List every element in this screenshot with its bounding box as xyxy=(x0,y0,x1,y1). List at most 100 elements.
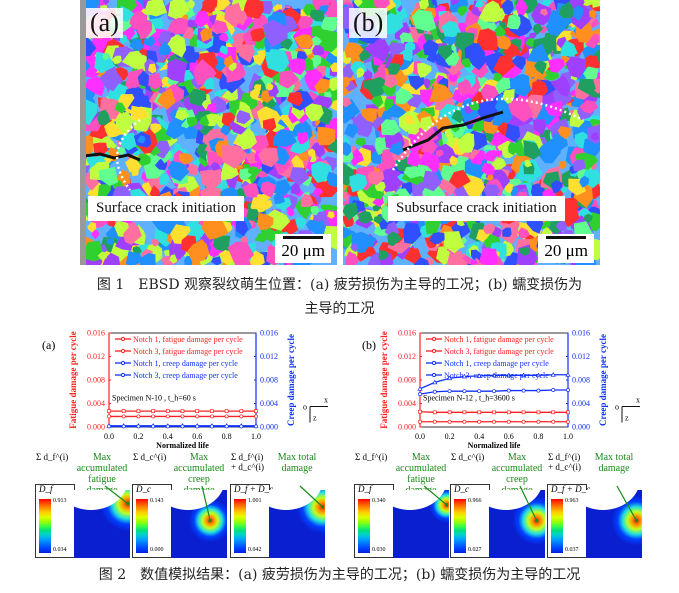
grain xyxy=(591,0,600,8)
right-tick-label: 0.008 xyxy=(260,376,278,385)
grain xyxy=(111,55,122,65)
left-tick-label: 0.000 xyxy=(398,423,416,432)
contour-subpanel: Σ d_f^(i) Max accumulated fatigue damage… xyxy=(352,452,449,562)
left-tick-label: 0.012 xyxy=(87,352,105,361)
grain xyxy=(232,10,248,26)
x-tick-label: 0.4 xyxy=(163,432,173,441)
right-tick-label: 0.004 xyxy=(572,399,590,408)
grain xyxy=(313,188,324,197)
data-point xyxy=(492,419,496,424)
damage-plot-a: (a) 0.000 0.000 0.004 0.004 0.008 0.008 0.012 0.… xyxy=(42,329,328,450)
legend-min-value: 0.037 xyxy=(565,547,579,553)
grain xyxy=(210,256,222,265)
ebsd-map-a: (a) Surface crack initiation 20 μm xyxy=(80,0,337,265)
grain xyxy=(492,102,513,128)
grain xyxy=(583,66,599,81)
grain xyxy=(123,225,142,245)
grain xyxy=(287,91,303,107)
grain xyxy=(119,5,135,22)
grain xyxy=(480,84,499,102)
data-point xyxy=(520,372,527,378)
grain xyxy=(450,0,460,6)
grain xyxy=(456,132,475,153)
data-point xyxy=(254,414,258,419)
grain xyxy=(411,9,437,32)
grain xyxy=(309,9,325,22)
grain xyxy=(167,17,188,35)
grain xyxy=(97,180,112,199)
grain xyxy=(247,166,258,176)
grain xyxy=(496,85,504,95)
data-point xyxy=(418,419,422,424)
left-tick-label: 0.008 xyxy=(87,376,105,385)
grain xyxy=(201,215,229,240)
damage-contour-plot xyxy=(586,490,642,558)
axis-x-letter: x xyxy=(636,395,640,404)
right-tick-label: 0.012 xyxy=(260,352,278,361)
legend-denominator: D_f xyxy=(358,484,372,494)
grain xyxy=(481,163,495,176)
grain xyxy=(250,26,265,42)
grain xyxy=(202,0,218,14)
grain xyxy=(87,222,97,233)
grain xyxy=(374,0,390,9)
grain xyxy=(477,28,498,51)
legend-denominator: D_f xyxy=(39,484,53,494)
grain xyxy=(435,149,444,157)
grain xyxy=(297,16,313,29)
grain xyxy=(143,36,156,47)
contour-legend: D_c 0.143 0.000 xyxy=(132,484,172,558)
legend-entry: Notch 3, fatigue damage per cycle xyxy=(133,347,243,356)
grain xyxy=(389,141,404,156)
grain xyxy=(501,0,514,15)
left-tick-label: 0.012 xyxy=(398,352,416,361)
grain xyxy=(554,75,571,98)
grain xyxy=(154,140,171,159)
axis-origin-letter: o xyxy=(615,402,619,411)
grain xyxy=(457,220,465,227)
grain xyxy=(219,45,228,55)
grain xyxy=(366,76,387,98)
grain xyxy=(106,238,115,245)
legend-marker xyxy=(120,372,126,378)
grain xyxy=(408,122,420,135)
grain xyxy=(448,73,458,82)
contour-subpanel: Σ d_f^(i) + d_c^(i) Max total damage D_f… xyxy=(545,452,642,562)
grain xyxy=(343,226,353,239)
legend-denominator: D_f + D_c xyxy=(234,484,274,494)
grain xyxy=(395,87,414,105)
grain xyxy=(344,123,359,139)
grain xyxy=(509,13,533,37)
grain xyxy=(360,108,377,123)
color-scale xyxy=(551,499,563,553)
legend-marker xyxy=(120,336,126,342)
grain xyxy=(572,5,584,21)
grain xyxy=(297,132,309,145)
data-point xyxy=(506,372,512,378)
crack xyxy=(83,152,141,162)
grain xyxy=(423,39,439,56)
panel-tag-a: (a) xyxy=(86,8,123,38)
grain xyxy=(368,39,391,63)
grain xyxy=(414,124,439,143)
data-point xyxy=(477,419,482,424)
grain xyxy=(532,119,547,136)
grain xyxy=(97,70,121,92)
right-tick-label: 0.004 xyxy=(260,399,278,408)
damage-formula: Σ d_f^(i) + d_c^(i) xyxy=(548,452,582,472)
data-point xyxy=(121,409,126,413)
x-tick-label: 0.8 xyxy=(533,432,543,441)
data-point xyxy=(476,373,482,378)
grain xyxy=(419,0,429,10)
grain xyxy=(493,54,516,77)
grain xyxy=(296,217,306,229)
grain xyxy=(408,75,424,91)
damage-contour-plot xyxy=(269,490,325,558)
grain xyxy=(290,182,301,195)
data-point xyxy=(536,410,541,415)
grain xyxy=(544,100,563,117)
x-tick-label: 0.0 xyxy=(104,432,114,441)
grain xyxy=(257,212,274,231)
data-point xyxy=(506,419,511,424)
left-tick-label: 0.016 xyxy=(87,329,105,338)
